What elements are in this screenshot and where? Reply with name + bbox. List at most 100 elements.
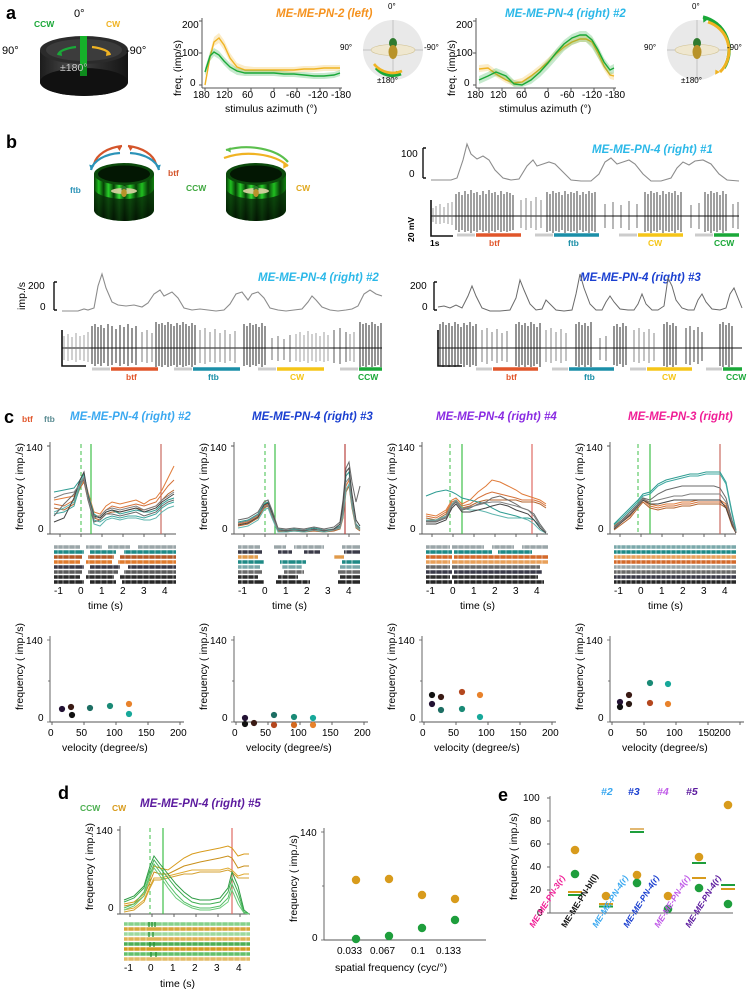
panel-b-trace1-stim-btf: btf (489, 238, 500, 248)
drum-label-left: 90° (2, 45, 19, 57)
panel-a-plot2-ytick-0: 0 (464, 78, 470, 89)
panel-c-col1-bot-xtick-150: 150 (138, 728, 155, 739)
panel-d-right-xtick-4: 0.133 (436, 946, 462, 957)
panel-c-col1-xtick-0: 0 (78, 586, 84, 597)
panel-c-col4-xtick-0: 0 (638, 586, 644, 597)
panel-c-col2-xlabel: time (s) (272, 600, 307, 612)
panel-d-left-xlabel: time (s) (160, 978, 195, 990)
panel-c-col4-xtick-2: 2 (680, 586, 686, 597)
panel-c-col1-title: ME-ME-PN-4 (right) #2 (70, 411, 191, 423)
panel-a-inset1 (352, 10, 434, 90)
panel-c-col2-xtick-0: 0 (262, 586, 268, 597)
drum-label-top: 0° (74, 8, 85, 20)
panel-b-trace2-stim-ftb: ftb (208, 372, 219, 382)
panel-c-col4-xtick-3: 3 (701, 586, 707, 597)
panel-b-label-btf: btf (168, 168, 179, 178)
panel-b-letter: b (6, 132, 17, 152)
panel-c-col4-bot-xtick-200: 200 (714, 728, 731, 739)
panel-e-toplabel-5: #5 (686, 786, 698, 798)
panel-c-col4-xlabel: time (s) (648, 600, 683, 612)
panel-c-col3-bot-xtick-200: 200 (542, 728, 559, 739)
panel-c-col2-xtick-2: 2 (304, 586, 310, 597)
panel-d-left-xtick-0: 0 (148, 963, 154, 974)
panel-c-col2-bot-xtick-50: 50 (260, 728, 272, 739)
panel-c-col3-bot-xtick-0: 0 (420, 728, 426, 739)
panel-c-col2-bot-ytick-140: 140 (210, 636, 227, 647)
panel-c-col1-bot-xtick-0: 0 (48, 728, 54, 739)
panel-e-toplabel-3: #3 (628, 786, 640, 798)
panel-c-col3-xtick-0: 0 (450, 586, 456, 597)
panel-c-col4-raster (610, 545, 738, 585)
panel-a-plot1-xtick-m120: -120 (308, 90, 329, 101)
drum-label-cw: CW (106, 19, 121, 29)
panel-d-right-ytick-140: 140 (300, 828, 317, 839)
panel-d-right-xlabel: spatial frequency (cyc/°) (335, 962, 448, 974)
panel-d-left-raster (120, 922, 252, 962)
panel-b-trace2-stim-ccw: CCW (358, 372, 379, 382)
panel-a-plot1-ytick-100: 100 (182, 48, 199, 59)
panel-b-trace2-rate (53, 272, 384, 316)
panel-b-arrows-btf-ftb (84, 140, 166, 172)
panel-c-col1-raster (50, 545, 178, 585)
panel-a-plot1-xtick-0: 0 (270, 90, 276, 101)
panel-d-right-ytick-0: 0 (312, 933, 318, 944)
panel-c-col3-bot-xtick-50: 50 (448, 728, 460, 739)
panel-b-trace3-stim-cw: CW (662, 372, 677, 382)
panel-c-col3-bot-ytick-0: 0 (410, 713, 416, 724)
panel-c-col4-bot-ylabel: frequency ( imp./s) (574, 623, 586, 710)
panel-c-col4-ytick-140: 140 (586, 443, 603, 454)
panel-c-col1-bot-xtick-50: 50 (76, 728, 88, 739)
panel-c-col3-ytick-0: 0 (410, 524, 416, 535)
panel-c-col4-bot-xtick-50: 50 (636, 728, 648, 739)
panel-c-col1-xtick-3: 3 (141, 586, 147, 597)
panel-a-inset2 (656, 10, 738, 90)
panel-c-col1-timeplot (47, 442, 178, 538)
panel-c-col1-xtick-4: 4 (162, 586, 168, 597)
panel-c-col2-xtick-m1: -1 (238, 586, 247, 597)
panel-b-trace3-stimbars (434, 366, 744, 374)
panel-b-trace3-ytick-0: 0 (422, 302, 428, 313)
panel-a-plot2-xtick-m180: -180 (605, 90, 626, 101)
panel-a-plot2-ytick-100: 100 (456, 48, 473, 59)
panel-a-plot2-xtick-180: 180 (467, 90, 484, 101)
panel-c-col4-timeplot (607, 442, 738, 538)
panel-c-col3-bot-xtick-150: 150 (510, 728, 527, 739)
panel-c-col4-scatter (607, 636, 746, 728)
panel-c-col1-top-ylabel: frequency ( imp./s) (14, 443, 26, 530)
panel-d-letter: d (58, 783, 69, 803)
panel-a-inset1-left: 90° (340, 43, 353, 52)
panel-c-col2-bot-xtick-200: 200 (354, 728, 371, 739)
panel-c-col3-bot-xlabel: velocity (degree/s) (434, 742, 520, 754)
panel-a-plot2-title: ME-ME-PN-4 (right) #2 (505, 8, 626, 20)
panel-c-col4-bot-ytick-0: 0 (598, 713, 604, 724)
panel-e-ytick-40: 40 (530, 862, 542, 873)
panel-b-trace1-rate (422, 140, 743, 184)
panel-a-plot2-axes (473, 18, 618, 92)
panel-a-inset2-right: -90° (727, 43, 742, 52)
panel-b-trace2-stim-cw: CW (290, 372, 305, 382)
panel-c-col2-ytick-0: 0 (222, 524, 228, 535)
panel-d-right-xtick-2: 0.067 (370, 946, 396, 957)
panel-d-left-xtick-1: 1 (170, 963, 176, 974)
panel-c-col4-title: ME-ME-PN-3 (right) (628, 411, 733, 423)
drum-label-right: -90° (126, 45, 147, 57)
panel-e-ylabel: frequency ( imp./s) (508, 813, 520, 900)
panel-d-title: ME-ME-PN-4 (right) #5 (140, 798, 261, 810)
panel-c-col1-bot-ytick-140: 140 (26, 636, 43, 647)
panel-a-drum-schematic (24, 14, 154, 109)
panel-b-trace3-spikes (434, 320, 744, 370)
panel-b-trace1-stim-cw: CW (648, 238, 663, 248)
panel-a-plot1-axes (199, 18, 344, 92)
panel-d-right-scatter (321, 828, 488, 946)
panel-d-left-xtick-m1: -1 (124, 963, 133, 974)
panel-a-inset2-top: 0° (692, 2, 700, 11)
panel-a-inset1-top: 0° (388, 2, 396, 11)
panel-e-ytick-20: 20 (530, 885, 542, 896)
panel-c-col4-xtick-m1: -1 (614, 586, 623, 597)
panel-b-trace2-stim-btf: btf (126, 372, 137, 382)
panel-c-col2-scatter (231, 636, 370, 729)
panel-b-trace3-rate (433, 272, 744, 316)
panel-a-plot2-ytick-200: 200 (456, 20, 473, 31)
panel-c-col4-bot-xtick-0: 0 (608, 728, 614, 739)
panel-c-col2-bot-ytick-0: 0 (222, 713, 228, 724)
